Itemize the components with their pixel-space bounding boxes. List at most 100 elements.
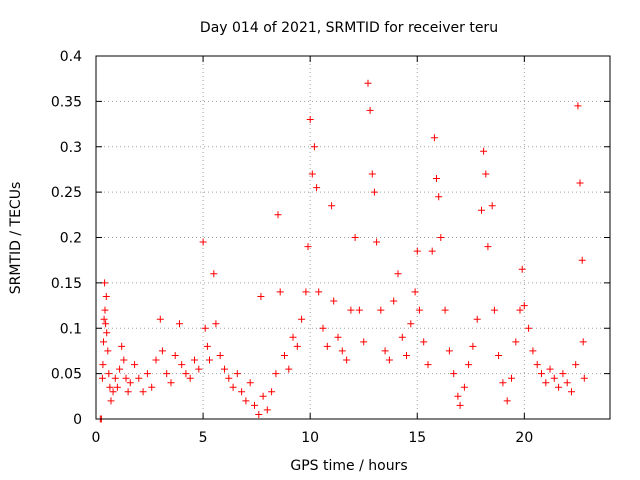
data-point xyxy=(178,361,186,369)
data-point xyxy=(233,370,241,378)
data-point xyxy=(373,238,381,246)
data-point xyxy=(555,383,563,391)
data-point xyxy=(390,297,398,305)
data-point xyxy=(116,365,124,373)
data-point xyxy=(238,388,246,396)
data-point xyxy=(272,370,280,378)
data-point xyxy=(315,288,323,296)
data-point xyxy=(533,361,541,369)
data-point xyxy=(490,306,498,314)
data-point xyxy=(482,170,490,178)
data-point xyxy=(302,288,310,296)
data-point xyxy=(559,370,567,378)
y-axis-label: SRMTID / TECUs xyxy=(8,182,24,295)
data-point xyxy=(99,361,107,369)
axis-ticks: 0 0.05 0.1 0.15 0.2 0.25 0.3 0.35 0.4 0 5 10 15 20 xyxy=(51,49,610,446)
data-point xyxy=(206,356,213,364)
data-point xyxy=(148,383,156,391)
data-point xyxy=(508,374,515,382)
data-point xyxy=(568,388,575,396)
data-point xyxy=(347,306,355,314)
data-point xyxy=(480,147,488,155)
data-point xyxy=(398,333,406,341)
data-point xyxy=(488,202,496,210)
data-point xyxy=(203,342,211,350)
data-point xyxy=(385,356,393,364)
data-point xyxy=(102,320,110,328)
data-point xyxy=(246,379,254,387)
data-point xyxy=(122,374,130,382)
data-point xyxy=(131,361,139,369)
data-point xyxy=(100,338,107,346)
data-point xyxy=(191,356,198,364)
data-point xyxy=(195,365,203,373)
data-point xyxy=(251,401,258,409)
data-point xyxy=(351,234,359,241)
data-point xyxy=(135,374,143,382)
data-point xyxy=(516,306,524,314)
data-point xyxy=(289,333,297,341)
data-point xyxy=(105,370,113,378)
data-point xyxy=(274,211,282,219)
data-point xyxy=(106,383,114,391)
y-tick-label: 0.05 xyxy=(51,367,82,383)
data-point xyxy=(495,352,503,359)
data-point xyxy=(454,392,462,400)
data-point xyxy=(156,315,164,323)
data-point xyxy=(210,270,218,278)
data-point xyxy=(411,288,419,296)
data-point xyxy=(101,306,109,314)
data-point xyxy=(199,238,207,246)
data-point xyxy=(460,383,468,391)
data-point xyxy=(580,374,588,382)
data-point xyxy=(216,352,224,359)
data-point xyxy=(111,374,119,382)
data-point xyxy=(469,342,477,350)
data-point xyxy=(538,370,545,378)
data-point xyxy=(186,374,194,382)
data-point xyxy=(364,79,372,87)
data-point xyxy=(229,383,237,391)
data-point xyxy=(98,374,106,382)
data-point xyxy=(420,338,428,346)
data-point xyxy=(499,379,507,387)
x-axis-label: GPS time / hours xyxy=(290,458,407,474)
data-point xyxy=(394,270,402,278)
data-point xyxy=(550,374,558,382)
data-point xyxy=(182,370,190,378)
data-point xyxy=(113,383,121,391)
data-point xyxy=(441,306,449,314)
data-point xyxy=(293,342,301,350)
data-point xyxy=(100,315,108,323)
data-point xyxy=(377,306,385,314)
data-point xyxy=(167,379,175,387)
data-point xyxy=(424,361,432,369)
y-tick-label: 0.35 xyxy=(51,94,82,110)
data-point xyxy=(478,206,485,214)
data-point xyxy=(343,356,351,364)
data-point xyxy=(579,338,587,346)
data-point xyxy=(176,320,183,328)
data-point xyxy=(152,356,160,364)
data-point xyxy=(310,143,318,151)
data-point xyxy=(104,347,112,355)
chart-title: Day 014 of 2021, SRMTID for receiver ter… xyxy=(200,20,498,36)
data-point xyxy=(415,306,423,314)
data-point xyxy=(563,379,571,387)
data-point xyxy=(437,234,445,241)
data-point xyxy=(225,374,233,382)
data-point xyxy=(512,338,520,346)
data-point xyxy=(103,329,111,337)
data-point xyxy=(381,347,389,355)
data-point xyxy=(319,324,327,332)
y-tick-label: 0.15 xyxy=(51,276,82,292)
data-point xyxy=(574,102,582,110)
y-tick-label: 0.1 xyxy=(60,321,82,337)
data-point xyxy=(255,411,263,418)
x-tick-label: 10 xyxy=(301,430,319,446)
data-point xyxy=(456,401,464,409)
data-point xyxy=(368,170,376,178)
data-point xyxy=(366,106,374,114)
data-point xyxy=(328,202,336,210)
data-point xyxy=(242,397,250,405)
